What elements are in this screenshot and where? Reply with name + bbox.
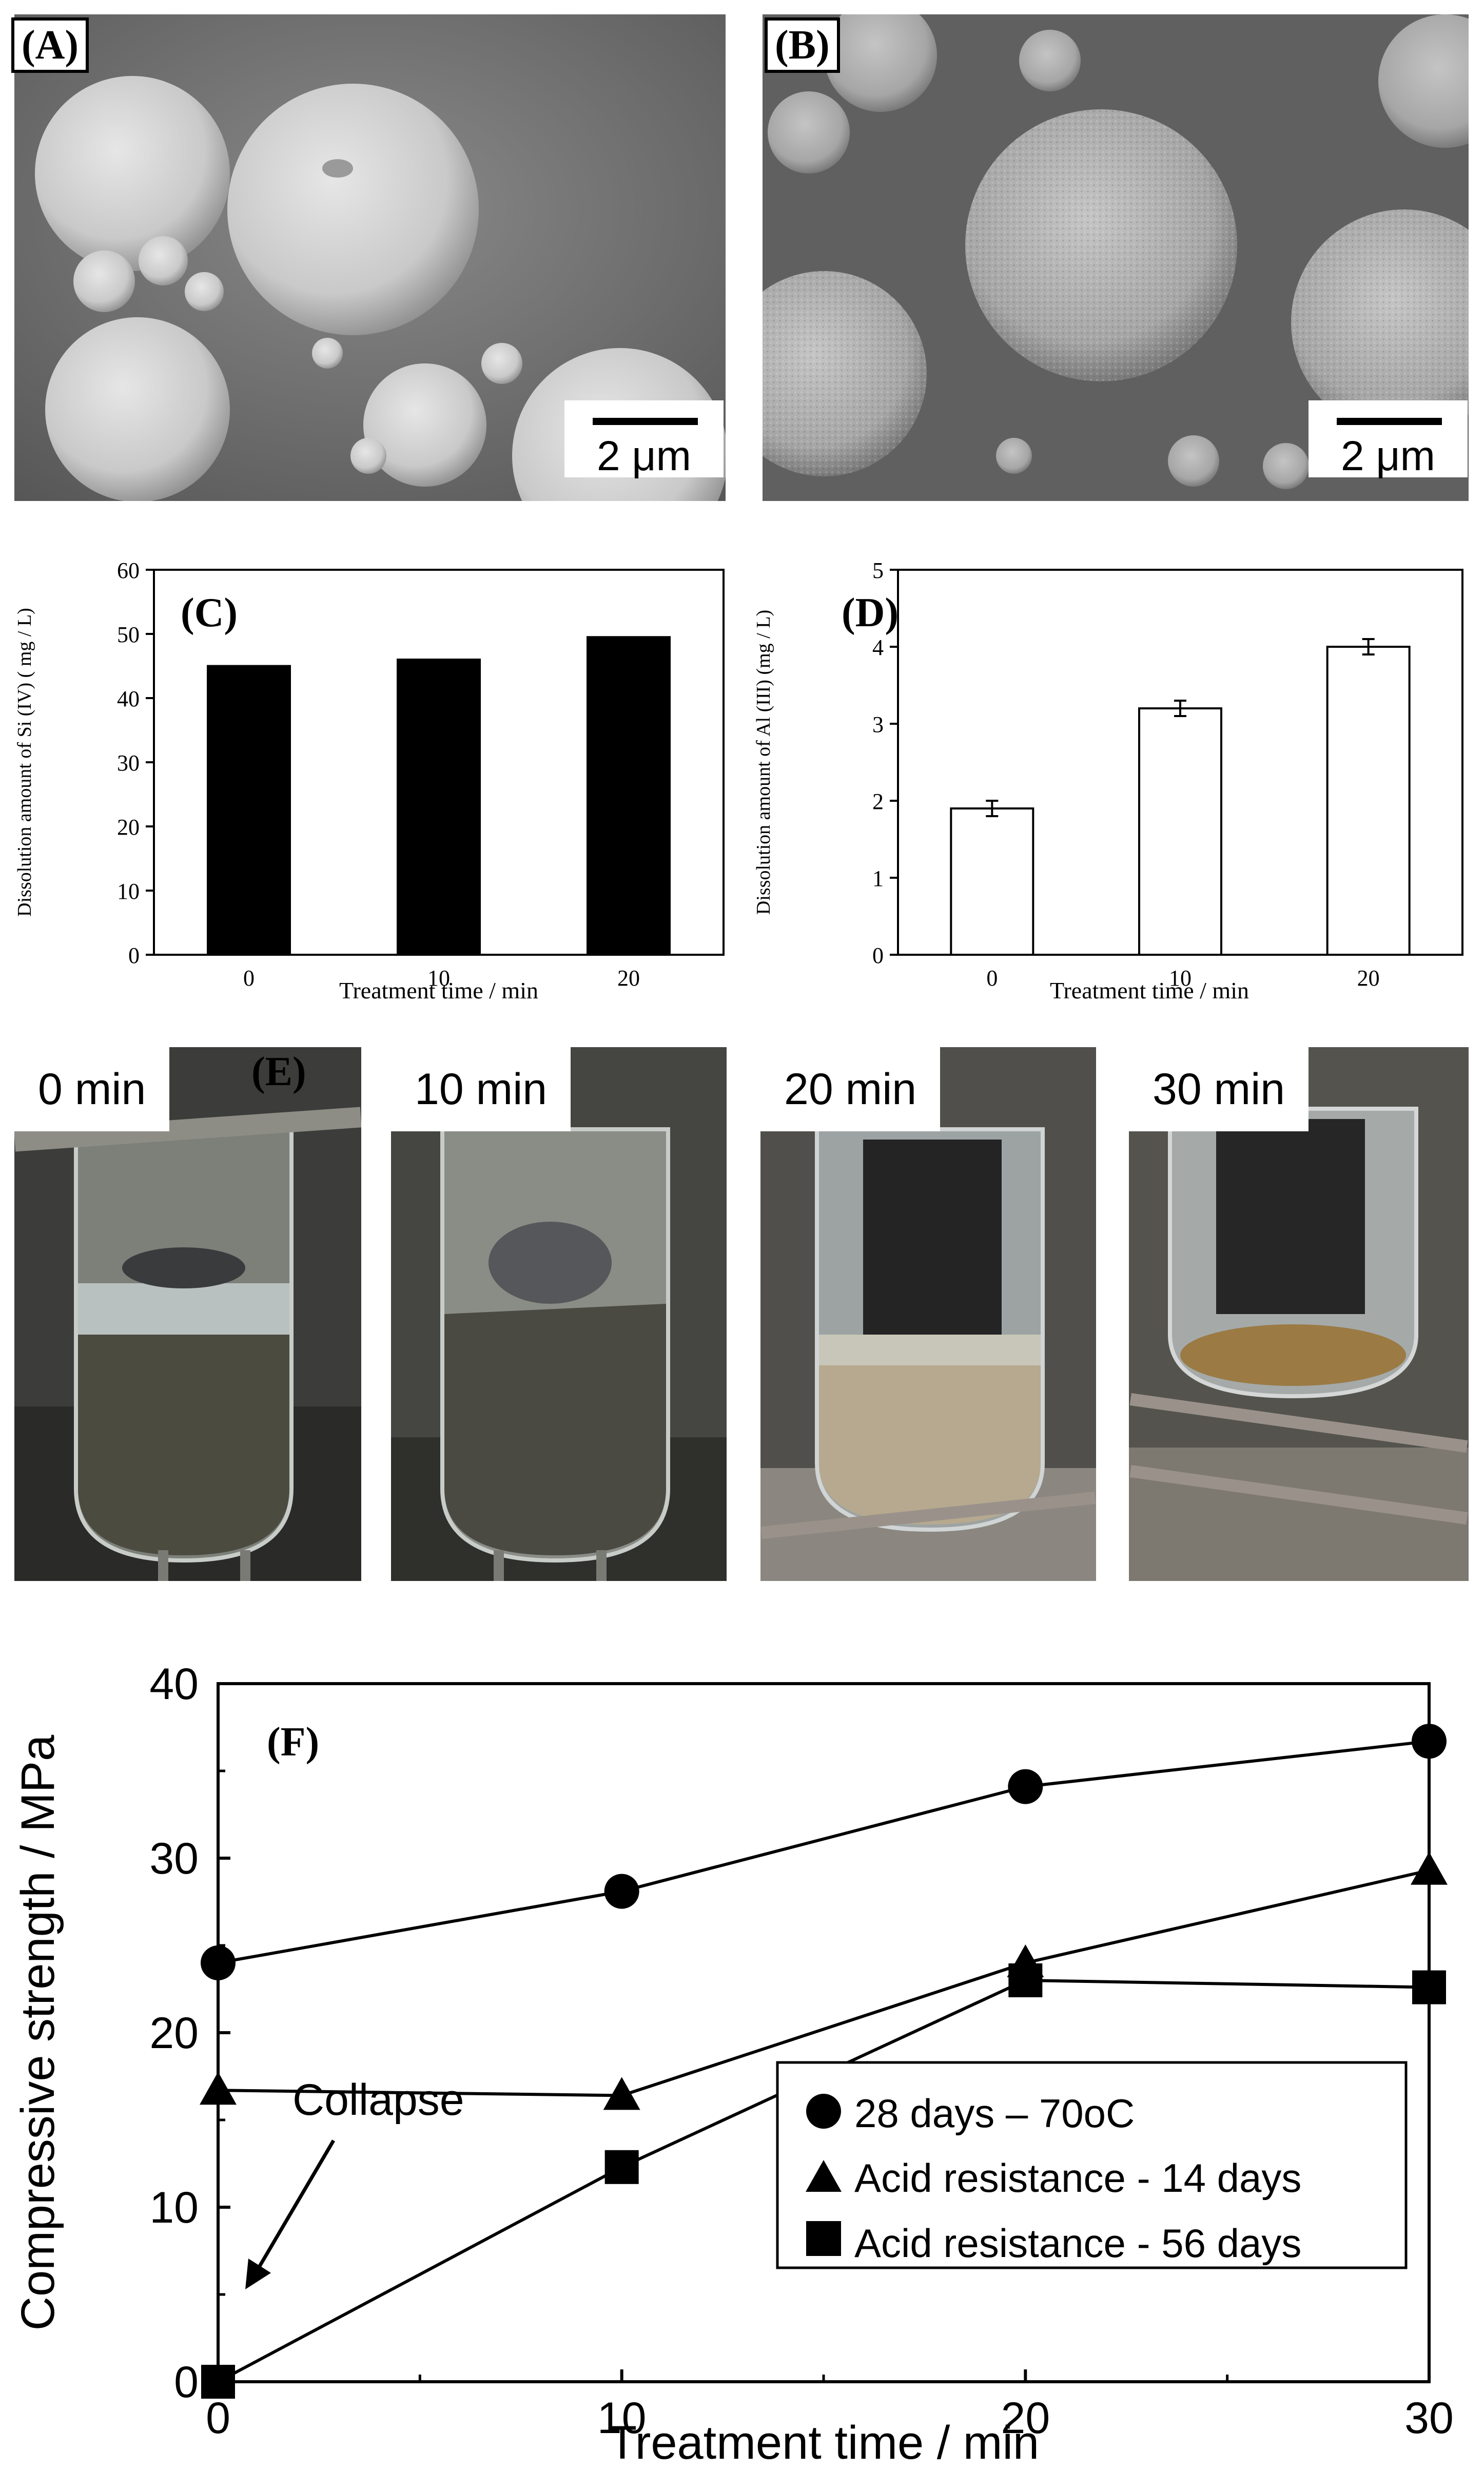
- legend-entry-0: 28 days – 70oC: [854, 2091, 1135, 2136]
- data-point-circle: [604, 1874, 639, 1909]
- x-axis-label: Treatment time / min: [608, 2417, 1039, 2469]
- photo-e-10: 10 min: [391, 1047, 727, 1581]
- chart-d: 0 1 2 3 4 5 0 10 20 (D) Treatment time / min Di…: [753, 558, 1463, 1004]
- data-point-triangle: [200, 2072, 237, 2105]
- y-tick-label: 20: [149, 2009, 199, 2058]
- y-tick-label: 1: [872, 866, 884, 891]
- data-point-square: [1412, 1970, 1446, 2004]
- x-axis-label: Treatment time / min: [1050, 977, 1249, 1004]
- panel-label-f: (F): [267, 1720, 319, 1765]
- data-point-square: [604, 2150, 639, 2184]
- photo-e-20: 20 min: [760, 1047, 1096, 1581]
- data-point-square: [1008, 1963, 1043, 1997]
- y-tick-label: 3: [872, 712, 884, 737]
- y-tick-label: 30: [117, 750, 140, 776]
- data-point-circle: [201, 1945, 236, 1980]
- scale-bar-b: 2 μm: [1309, 400, 1468, 479]
- y-tick-label: 0: [128, 943, 140, 968]
- data-point-triangle: [603, 2077, 640, 2110]
- time-label-10: 10 min: [391, 1047, 571, 1131]
- y-tick-label: 50: [117, 622, 140, 647]
- y-axis-label: Dissolution amount of Si (IV) ( mg / L): [14, 608, 35, 917]
- panel-label-e: (E): [251, 1049, 306, 1094]
- x-tick-label: 20: [1001, 2394, 1050, 2443]
- y-tick-label: 5: [872, 558, 884, 583]
- legend: 28 days – 70oC Acid resistance - 14 days…: [776, 2061, 1408, 2269]
- y-tick-label: 40: [117, 686, 140, 711]
- data-point-square: [201, 2365, 235, 2399]
- scale-bar-label: 2 μm: [597, 433, 691, 479]
- x-tick-label: 10: [1169, 966, 1192, 991]
- time-label-30: 30 min: [1129, 1047, 1309, 1131]
- data-point-triangle: [1411, 1851, 1448, 1885]
- bar: [1326, 646, 1411, 956]
- x-tick-label: 0: [206, 2394, 230, 2443]
- panel-label-a: (A): [11, 17, 89, 73]
- y-tick-label: 20: [117, 815, 140, 840]
- scale-bar-label: 2 μm: [1341, 433, 1435, 479]
- panel-label-c: (C): [181, 590, 238, 635]
- legend-marker-circle: [806, 2094, 841, 2129]
- bar: [1138, 707, 1222, 956]
- photo-e-0: 0 min: [14, 1047, 361, 1581]
- bar: [397, 659, 481, 956]
- x-tick-label: 20: [1357, 966, 1380, 991]
- x-tick-label: 0: [986, 966, 998, 991]
- legend-marker-triangle: [806, 2160, 842, 2192]
- time-label-20: 20 min: [760, 1047, 941, 1131]
- scale-bar-line: [1337, 418, 1442, 425]
- y-axis-label: Compressive strength / MPa: [12, 1734, 64, 2330]
- scale-bar-a: 2 μm: [564, 400, 724, 479]
- y-tick-label: 0: [872, 943, 884, 968]
- y-tick-label: 2: [872, 789, 884, 814]
- x-tick-label: 10: [597, 2394, 647, 2443]
- x-tick-label: 20: [617, 966, 640, 991]
- panel-label-d: (D): [842, 590, 899, 635]
- collapse-arrow: [245, 2139, 336, 2289]
- time-label-0: 0 min: [14, 1047, 170, 1131]
- plot-area: [217, 1682, 1431, 2383]
- chart-f: 0 10 20 30 40 0 10 20 30 (F) Collapse 28 days –…: [12, 1660, 1454, 2469]
- data-point-circle: [1412, 1724, 1447, 1759]
- legend-marker-square: [806, 2221, 841, 2256]
- bar: [207, 665, 291, 956]
- scale-bar-line: [593, 418, 698, 425]
- y-tick-label: 4: [872, 635, 884, 660]
- y-tick-label: 0: [174, 2358, 199, 2407]
- y-tick-label: 40: [149, 1660, 199, 1709]
- collapse-annotation: Collapse: [292, 2075, 464, 2125]
- chart-c: 0 10 20 30 40 50 60 0 10 20 (C) Treatment time /…: [14, 558, 725, 1004]
- y-axis-label: Dissolution amount of Al (III) (mg / L): [753, 610, 774, 915]
- y-tick-label: 30: [149, 1834, 199, 1883]
- x-axis-label: Treatment time / min: [339, 977, 538, 1004]
- legend-entry-1: Acid resistance - 14 days: [854, 2155, 1301, 2201]
- data-point-circle: [1008, 1769, 1043, 1804]
- y-tick-label: 10: [149, 2183, 199, 2232]
- panel-label-b: (B): [765, 17, 840, 73]
- y-tick-label: 10: [117, 879, 140, 904]
- bar: [587, 636, 671, 956]
- series-line-1: [218, 1868, 1430, 2097]
- x-tick-label: 0: [243, 966, 255, 991]
- x-tick-label: 30: [1404, 2394, 1454, 2443]
- y-tick-label: 60: [117, 558, 140, 583]
- photo-e-30: 30 min: [1129, 1047, 1469, 1581]
- legend-entry-2: Acid resistance - 56 days: [854, 2221, 1301, 2266]
- bar: [950, 807, 1034, 956]
- series-line-0: [218, 1740, 1430, 1964]
- x-tick-label: 10: [427, 966, 450, 991]
